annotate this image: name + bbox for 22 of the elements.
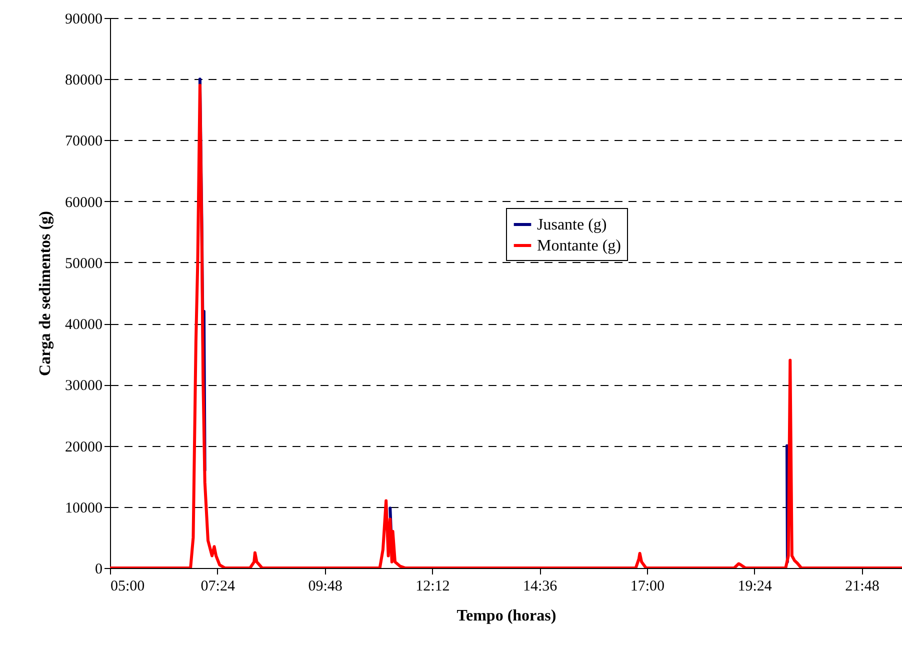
legend-label: Montante (g) (537, 238, 621, 254)
y-axis-title: Carga de sedimentos (g) (37, 211, 54, 376)
y-tick-label: 60000 (65, 194, 102, 211)
y-tick-label: 0 (95, 562, 102, 578)
x-tick-label: 14:36 (522, 578, 558, 594)
y-tick-label: 80000 (65, 72, 102, 89)
y-tick-label: 20000 (65, 439, 102, 456)
y-tick-label: 10000 (65, 500, 102, 516)
y-tick-label: 40000 (65, 317, 102, 334)
x-tick-label: 07:24 (200, 578, 236, 594)
x-tick-label: 09:48 (308, 578, 342, 594)
x-tick-label: 12:12 (416, 578, 450, 594)
x-tick-label: 05:00 (110, 578, 145, 594)
y-tick-label: 70000 (65, 134, 102, 150)
x-tick-label: 19:24 (738, 578, 772, 594)
x-axis-title: Tempo (horas) (456, 608, 556, 624)
x-tick-label: 21:48 (845, 578, 880, 594)
y-tick-label: 50000 (65, 256, 102, 272)
legend-label: Jusante (g) (537, 216, 607, 234)
y-tick-label: 90000 (65, 12, 102, 28)
y-tick-label: 30000 (65, 378, 102, 394)
x-tick-label: 17:00 (630, 578, 665, 594)
